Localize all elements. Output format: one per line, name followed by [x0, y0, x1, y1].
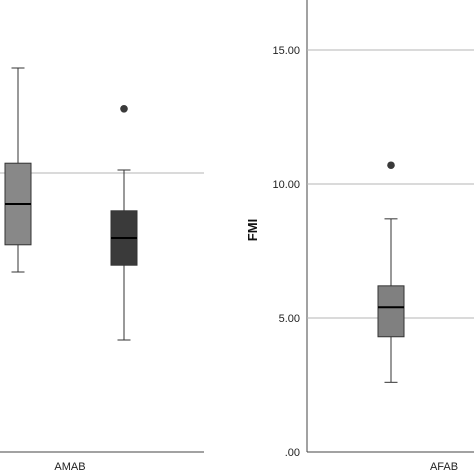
right-tick-label-2: 10.00: [272, 179, 300, 191]
right-tick-label-1: 5.00: [279, 313, 300, 325]
right-tick-label-0: .00: [285, 447, 300, 459]
right-boxes: [377, 161, 405, 383]
left-category-label: AMAB: [54, 461, 85, 473]
left-outlier-1-0: [120, 105, 128, 113]
right-tick-labels: .00 5.00 10.00 15.00: [272, 45, 300, 459]
right-box-0: [377, 285, 405, 338]
right-y-axis-label: FMI: [245, 219, 260, 241]
left-panel: AMAB: [0, 67, 204, 473]
right-panel: FMI AFAB .00 5.00 10.00 15.00: [245, 0, 474, 473]
right-outlier-0-0: [387, 161, 395, 170]
right-category-label: AFAB: [430, 461, 458, 473]
left-boxes: [4, 67, 138, 341]
right-tick-label-3: 15.00: [272, 45, 300, 57]
